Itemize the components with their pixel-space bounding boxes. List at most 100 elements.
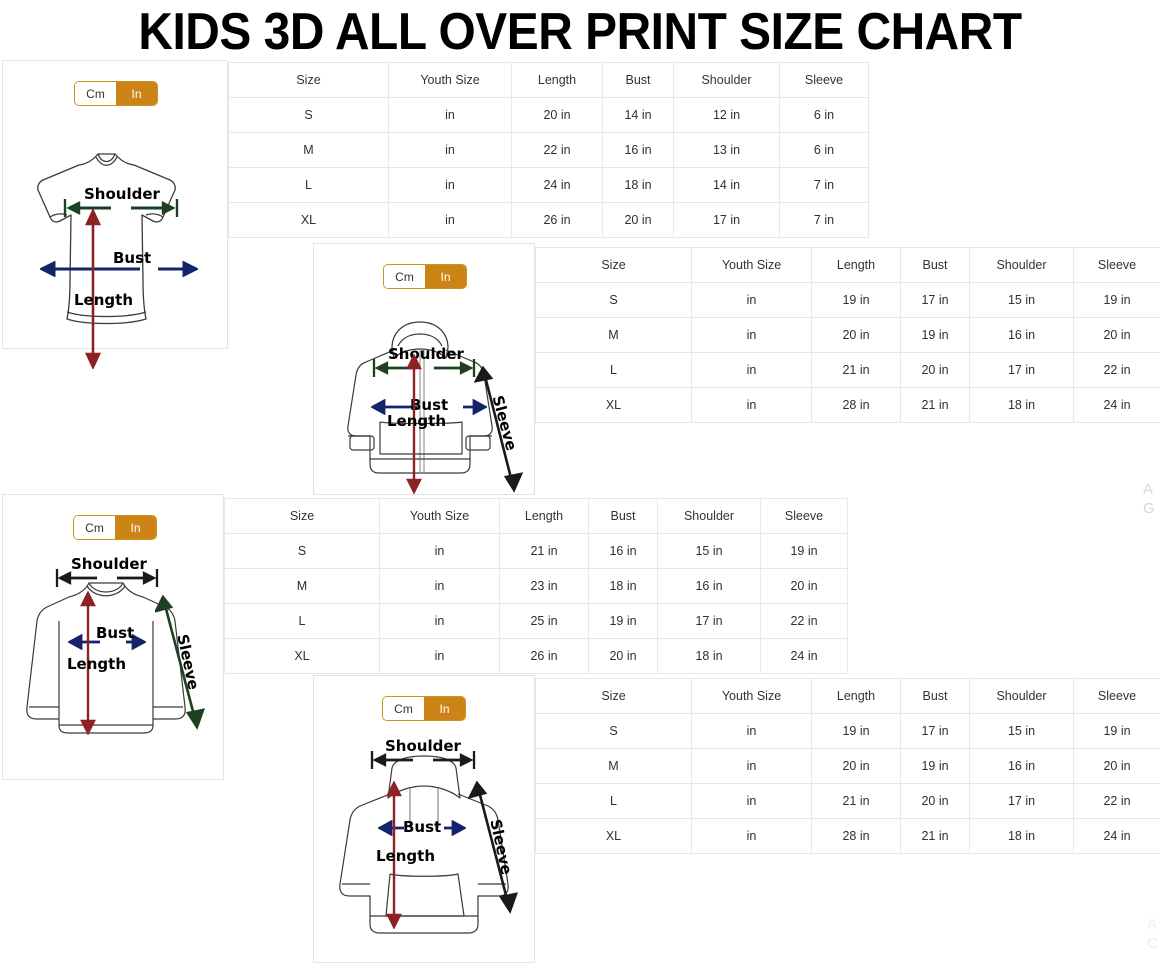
cell-bust: 17 in (901, 283, 970, 318)
cell-bust: 20 in (901, 353, 970, 388)
table-row: M in 20 in 19 in 16 in 20 in (536, 318, 1160, 353)
cell-length: 22 in (512, 133, 603, 168)
column-header-sleeve: Sleeve (1074, 679, 1160, 714)
cell-bust: 18 in (589, 569, 658, 604)
length-label-long-sleeve-tee: Length (67, 657, 126, 672)
cell-bust: 14 in (603, 98, 674, 133)
cell-youth-size: in (389, 168, 512, 203)
column-header-size: Size (536, 248, 692, 283)
cell-length: 25 in (500, 604, 589, 639)
column-header-length: Length (812, 679, 901, 714)
cell-sleeve: 22 in (761, 604, 848, 639)
cell-shoulder: 17 in (970, 784, 1074, 819)
unit-toggle-cm[interactable]: Cm (383, 697, 424, 720)
cell-sleeve: 24 in (1074, 388, 1160, 423)
t-shirt-diagram (3, 116, 229, 350)
cell-shoulder: 17 in (970, 353, 1074, 388)
cell-youth-size: in (380, 569, 500, 604)
cell-bust: 16 in (589, 534, 658, 569)
unit-toggle-cm[interactable]: Cm (75, 82, 116, 105)
cell-bust: 21 in (901, 819, 970, 854)
column-header-shoulder: Shoulder (970, 679, 1074, 714)
length-label-zip-hoodie: Length (387, 414, 446, 429)
length-label-t-shirt: Length (74, 293, 133, 308)
table-header-row: Size Youth Size Length Bust Shoulder Sle… (225, 499, 848, 534)
column-header-length: Length (512, 63, 603, 98)
column-header-shoulder: Shoulder (658, 499, 761, 534)
table-row: M in 23 in 18 in 16 in 20 in (225, 569, 848, 604)
column-header-size: Size (229, 63, 389, 98)
cell-size: L (536, 784, 692, 819)
table-row: L in 25 in 19 in 17 in 22 in (225, 604, 848, 639)
cell-shoulder: 16 in (658, 569, 761, 604)
cell-length: 20 in (812, 318, 901, 353)
unit-toggle-pullover-hoodie[interactable]: Cm In (382, 696, 466, 721)
cell-size: S (229, 98, 389, 133)
table-row: XL in 28 in 21 in 18 in 24 in (536, 388, 1160, 423)
column-header-bust: Bust (603, 63, 674, 98)
cell-size: L (229, 168, 389, 203)
size-table-long-sleeve-tee: Size Youth Size Length Bust Shoulder Sle… (224, 498, 848, 674)
cell-length: 21 in (812, 784, 901, 819)
shoulder-label-t-shirt: Shoulder (84, 187, 160, 202)
cell-length: 19 in (812, 283, 901, 318)
cell-shoulder: 15 in (970, 283, 1074, 318)
watermark-fragment-lower: A C (1147, 915, 1158, 953)
unit-toggle-cm[interactable]: Cm (74, 516, 115, 539)
cell-sleeve: 19 in (761, 534, 848, 569)
cell-size: M (225, 569, 380, 604)
cell-length: 26 in (512, 203, 603, 238)
cell-size: XL (229, 203, 389, 238)
cell-sleeve: 19 in (1074, 714, 1160, 749)
cell-size: S (225, 534, 380, 569)
watermark-line-2: G (1143, 499, 1155, 518)
cell-size: M (536, 749, 692, 784)
length-arrow-t-shirt (85, 209, 101, 369)
table-row: XL in 26 in 20 in 17 in 7 in (229, 203, 869, 238)
cell-sleeve: 20 in (761, 569, 848, 604)
cell-youth-size: in (692, 318, 812, 353)
cell-length: 20 in (812, 749, 901, 784)
cell-bust: 20 in (901, 784, 970, 819)
cell-length: 28 in (812, 819, 901, 854)
cell-length: 19 in (812, 714, 901, 749)
cell-bust: 19 in (901, 749, 970, 784)
cell-bust: 20 in (603, 203, 674, 238)
unit-toggle-zip-hoodie[interactable]: Cm In (383, 264, 467, 289)
cell-sleeve: 7 in (780, 203, 869, 238)
unit-toggle-in[interactable]: In (424, 697, 465, 720)
unit-toggle-long-sleeve-tee[interactable]: Cm In (73, 515, 157, 540)
page-title: KIDS 3D ALL OVER PRINT SIZE CHART (46, 4, 1113, 60)
cell-shoulder: 16 in (970, 318, 1074, 353)
cell-shoulder: 16 in (970, 749, 1074, 784)
unit-toggle-t-shirt[interactable]: Cm In (74, 81, 158, 106)
cell-shoulder: 18 in (658, 639, 761, 674)
table-row: S in 21 in 16 in 15 in 19 in (225, 534, 848, 569)
table-header-row: Size Youth Size Length Bust Shoulder Sle… (536, 248, 1160, 283)
column-header-youth-size: Youth Size (692, 248, 812, 283)
cell-youth-size: in (389, 98, 512, 133)
cell-shoulder: 17 in (674, 203, 780, 238)
cell-size: S (536, 714, 692, 749)
unit-toggle-in[interactable]: In (116, 82, 157, 105)
cell-length: 21 in (812, 353, 901, 388)
column-header-shoulder: Shoulder (674, 63, 780, 98)
cell-size: XL (225, 639, 380, 674)
length-label-pullover-hoodie: Length (376, 849, 435, 864)
unit-toggle-in[interactable]: In (115, 516, 156, 539)
cell-size: L (225, 604, 380, 639)
table-row: S in 19 in 17 in 15 in 19 in (536, 283, 1160, 318)
cell-youth-size: in (389, 133, 512, 168)
column-header-bust: Bust (901, 679, 970, 714)
cell-length: 21 in (500, 534, 589, 569)
cell-sleeve: 6 in (780, 133, 869, 168)
cell-bust: 21 in (901, 388, 970, 423)
garment-card-zip-hoodie: Cm In (313, 243, 535, 495)
unit-toggle-cm[interactable]: Cm (384, 265, 425, 288)
column-header-shoulder: Shoulder (970, 248, 1074, 283)
watermark-line-2: C (1147, 934, 1158, 953)
cell-shoulder: 17 in (658, 604, 761, 639)
unit-toggle-in[interactable]: In (425, 265, 466, 288)
cell-length: 24 in (512, 168, 603, 203)
cell-youth-size: in (692, 353, 812, 388)
